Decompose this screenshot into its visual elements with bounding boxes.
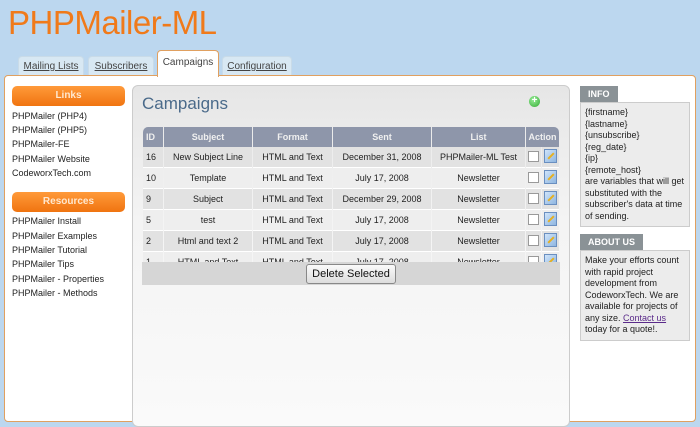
edit-icon[interactable] <box>543 212 557 226</box>
link-phpmailer-php4[interactable]: PHPMailer (PHP4) <box>12 111 88 121</box>
table-row: 10 Template HTML and Text July 17, 2008 News… <box>143 168 559 189</box>
table-row: 9 Subject HTML and Text December 29, 2008 Ne… <box>143 189 559 210</box>
link-tips[interactable]: PHPMailer Tips <box>12 259 75 269</box>
col-id: ID <box>143 127 163 147</box>
cell-edit <box>541 231 559 252</box>
table-row: 2 Html and text 2 HTML and Text July 17, 20… <box>143 231 559 252</box>
col-action: Action <box>526 127 559 147</box>
cell-sent: July 17, 2008 <box>333 210 431 231</box>
select-checkbox[interactable] <box>527 171 539 183</box>
about-text: Make your efforts count with rapid proje… <box>585 255 679 323</box>
edit-icon[interactable] <box>543 191 557 205</box>
cell-format: HTML and Text <box>253 210 332 231</box>
link-methods[interactable]: PHPMailer - Methods <box>12 288 98 298</box>
cell-subject: New Subject Line <box>164 147 252 168</box>
select-checkbox[interactable] <box>527 213 539 225</box>
cell-id: 5 <box>143 210 163 231</box>
link-properties[interactable]: PHPMailer - Properties <box>12 274 105 284</box>
cell-sent: December 29, 2008 <box>333 189 431 210</box>
var-unsubscribe: {unsubscribe} <box>585 130 640 140</box>
cell-sent: July 17, 2008 <box>333 231 431 252</box>
cell-id: 10 <box>143 168 163 189</box>
app-title: PHPMailer-ML <box>8 4 217 41</box>
cell-id: 16 <box>143 147 163 168</box>
var-remote-host: {remote_host} <box>585 164 642 175</box>
about-box: Make your efforts count with rapid proje… <box>580 250 690 341</box>
cell-format: HTML and Text <box>253 147 332 168</box>
cell-edit <box>541 210 559 231</box>
edit-icon[interactable] <box>543 170 557 184</box>
page-title: Campaigns <box>142 94 228 113</box>
cell-edit <box>541 189 559 210</box>
link-phpmailer-website[interactable]: PHPMailer Website <box>12 154 90 164</box>
col-list: List <box>432 127 525 147</box>
var-lastname: {lastname} <box>585 118 628 129</box>
link-phpmailer-fe[interactable]: PHPMailer-FE <box>12 139 70 149</box>
cell-list: Newsletter <box>432 189 525 210</box>
tab-configuration[interactable]: Configuration <box>222 56 292 76</box>
cell-format: HTML and Text <box>253 231 332 252</box>
about-text-end: today for a quote!. <box>585 324 658 334</box>
cell-subject: Subject <box>164 189 252 210</box>
info-label: INFO <box>580 86 618 102</box>
info-box: {firstname} {lastname} {unsubscribe} {re… <box>580 102 690 227</box>
edit-icon[interactable] <box>543 149 557 163</box>
cell-select <box>526 210 541 231</box>
cell-list: PHPMailer-ML Test <box>432 147 525 168</box>
cell-list: Newsletter <box>432 210 525 231</box>
contact-us-link[interactable]: Contact us <box>623 312 667 323</box>
tab-subscribers[interactable]: Subscribers <box>88 56 154 76</box>
table-row: 16 New Subject Line HTML and Text December … <box>143 147 559 168</box>
select-checkbox[interactable] <box>527 150 539 162</box>
campaigns-table: ID Subject Format Sent List Action 16 New… <box>142 127 560 273</box>
link-install[interactable]: PHPMailer Install <box>12 216 82 226</box>
cell-select <box>526 189 541 210</box>
table-row: 5 test HTML and Text July 17, 2008 Newslette… <box>143 210 559 231</box>
link-examples[interactable]: PHPMailer Examples <box>12 231 98 241</box>
col-sent: Sent <box>333 127 431 147</box>
link-tutorial[interactable]: PHPMailer Tutorial <box>12 245 88 255</box>
link-codeworxtech[interactable]: CodeworxTech.com <box>12 168 92 178</box>
col-subject: Subject <box>164 127 252 147</box>
info-text: are variables that will get substituted … <box>585 176 685 221</box>
select-checkbox[interactable] <box>527 234 539 246</box>
cell-select <box>526 168 541 189</box>
tab-mailing-lists[interactable]: Mailing Lists <box>18 56 84 76</box>
cell-select <box>526 231 541 252</box>
cell-format: HTML and Text <box>253 168 332 189</box>
add-campaign-icon[interactable]: + <box>529 96 540 107</box>
cell-list: Newsletter <box>432 168 525 189</box>
cell-subject: Template <box>164 168 252 189</box>
var-ip: {ip} <box>585 153 599 163</box>
links-header: Links <box>12 86 125 106</box>
link-phpmailer-php5[interactable]: PHPMailer (PHP5) <box>12 125 88 135</box>
cell-format: HTML and Text <box>253 189 332 210</box>
col-format: Format <box>253 127 332 147</box>
cell-id: 9 <box>143 189 163 210</box>
cell-edit <box>541 147 559 168</box>
cell-select <box>526 147 541 168</box>
cell-list: Newsletter <box>432 231 525 252</box>
about-label: ABOUT US <box>580 234 643 250</box>
cell-sent: December 31, 2008 <box>333 147 431 168</box>
cell-edit <box>541 168 559 189</box>
select-checkbox[interactable] <box>527 192 539 204</box>
cell-id: 2 <box>143 231 163 252</box>
var-reg-date: {reg_date} <box>585 141 627 152</box>
var-firstname: {firstname} <box>585 107 629 117</box>
delete-selected-button[interactable]: Delete Selected <box>306 264 396 284</box>
resources-header: Resources <box>12 192 125 212</box>
cell-subject: Html and text 2 <box>164 231 252 252</box>
cell-subject: test <box>164 210 252 231</box>
tab-campaigns[interactable]: Campaigns <box>157 50 219 77</box>
edit-icon[interactable] <box>543 233 557 247</box>
cell-sent: July 17, 2008 <box>333 168 431 189</box>
